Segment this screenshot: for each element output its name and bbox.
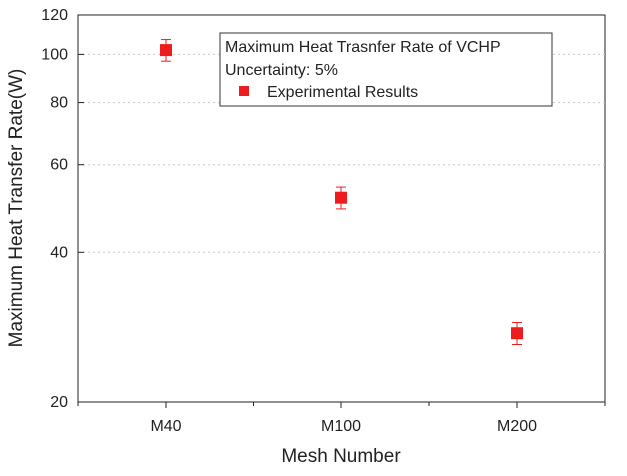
legend-marker-square: [239, 86, 249, 96]
y-tick-label: 120: [41, 7, 68, 24]
y-tick-label: 80: [50, 95, 68, 112]
legend-title-line-1: Maximum Heat Trasnfer Rate of VCHP: [225, 39, 501, 56]
y-tick-label: 60: [50, 157, 68, 174]
y-axis-title: Maximum Heat Transfer Rate(W): [6, 69, 27, 348]
legend-entry-label: Experimental Results: [267, 84, 418, 101]
y-axis-ticks: 20 40 60 80 100 120: [41, 7, 84, 411]
x-tick-label: M200: [497, 418, 537, 435]
data-point-m200: [511, 327, 523, 340]
y-tick-label: 40: [50, 244, 68, 261]
y-tick-label: 20: [50, 394, 68, 411]
x-tick-label: M40: [150, 418, 181, 435]
legend-box: [219, 32, 553, 107]
x-tick-label: M100: [321, 418, 361, 435]
y-tick-label: 100: [41, 46, 68, 63]
data-point-m40: [160, 44, 172, 57]
x-axis-ticks: M40 M100 M200: [77, 402, 606, 435]
data-point-m100: [335, 191, 347, 204]
legend: Maximum Heat Trasnfer Rate of VCHP Uncer…: [219, 32, 553, 107]
legend-title-line-2: Uncertainty: 5%: [225, 62, 338, 79]
x-axis-title: Mesh Number: [281, 446, 401, 467]
data-points: [160, 39, 523, 346]
